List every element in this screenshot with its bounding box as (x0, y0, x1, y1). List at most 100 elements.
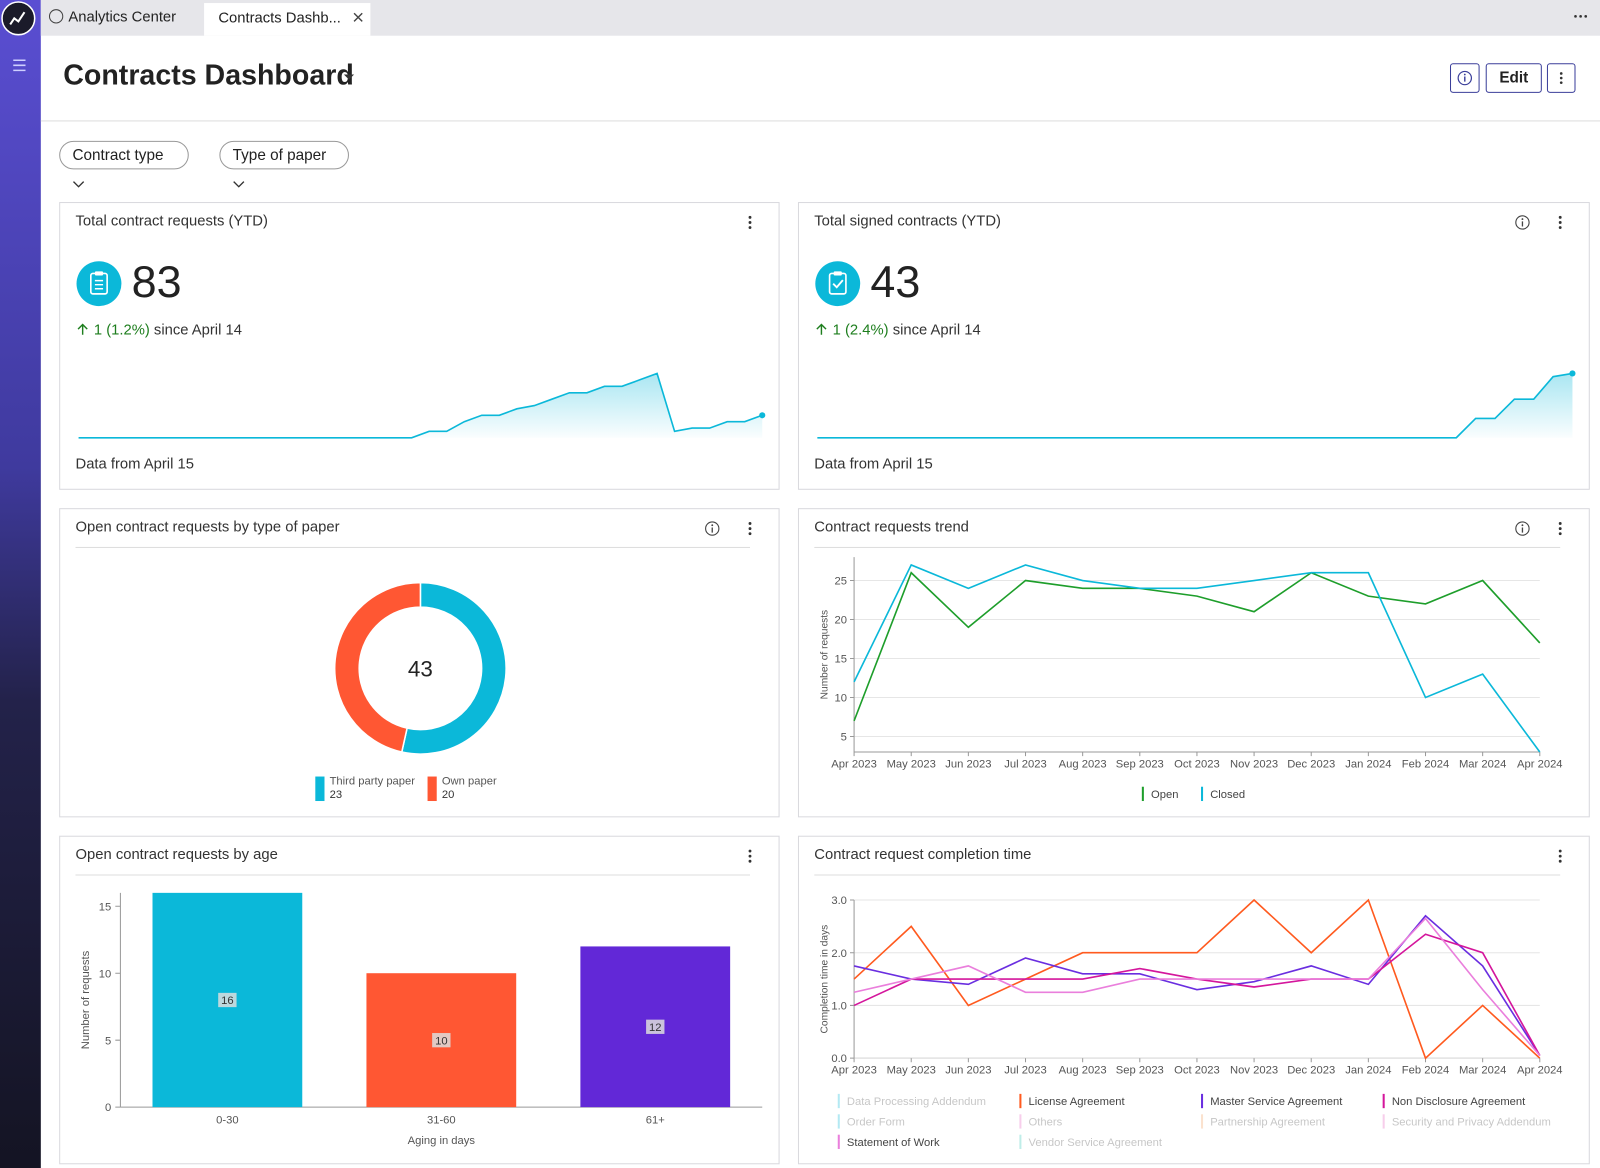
legend-swatch (1201, 786, 1204, 802)
y-axis-label: Number of requests (820, 610, 831, 699)
y-tick-label: 15 (99, 901, 111, 913)
legend-item[interactable]: Data Processing Addendum (837, 1093, 986, 1109)
info-icon[interactable] (704, 520, 720, 536)
dot (1521, 524, 1524, 527)
menu-icon[interactable] (745, 520, 755, 536)
change-amount: 1 (2.4%) (832, 322, 889, 339)
x-tick-label: Aug 2023 (1059, 758, 1107, 770)
legend-item[interactable]: License Agreement (1019, 1093, 1125, 1109)
dot (748, 215, 752, 219)
tab-bar: Analytics Center Contracts Dashb... (40, 0, 1600, 36)
x-tick-label: Mar 2024 (1459, 1064, 1506, 1076)
legend-item[interactable]: Vendor Service Agreement (1019, 1134, 1163, 1149)
x-tick-label: Dec 2023 (1287, 1064, 1335, 1076)
kpi-icon (815, 261, 861, 307)
icon-bg (76, 261, 122, 307)
legend-item[interactable]: Master Service Agreement (1201, 1093, 1343, 1109)
legend-item[interactable]: Security and Privacy Addendum (1382, 1114, 1551, 1129)
chart: 0 5 10 15 16 0-30 10 31-60 12 61+ Aging in days Num… (80, 892, 763, 1147)
legend-item[interactable]: Order Form (837, 1114, 905, 1129)
info-icon[interactable] (1514, 520, 1530, 536)
legend-swatch (1382, 1114, 1385, 1129)
menu-icon[interactable] (1555, 848, 1565, 864)
spark-end (759, 412, 766, 419)
icon-bg (815, 261, 861, 307)
legend-label: Data Processing Addendum (847, 1096, 986, 1108)
series-line (853, 898, 1541, 1060)
close-icon[interactable] (353, 12, 363, 22)
legend-swatch (837, 1093, 840, 1109)
menu-icon[interactable] (745, 848, 755, 864)
x-tick-label: Aug 2023 (1059, 1064, 1107, 1076)
legend-item[interactable]: Non Disclosure Agreement (1382, 1093, 1527, 1109)
title-caret[interactable] (343, 73, 355, 81)
card-title: Total contract requests (YTD) (75, 213, 268, 230)
title-divider (814, 874, 1561, 876)
donut-total: 43 (408, 657, 433, 682)
legend-label: Order Form (847, 1117, 905, 1129)
more-icon[interactable] (1573, 13, 1589, 19)
legend-label: Non Disclosure Agreement (1392, 1096, 1526, 1108)
dot (711, 524, 714, 527)
series-line (853, 914, 1541, 1056)
dot (748, 849, 752, 853)
x-tick-label: Jun 2023 (945, 758, 991, 770)
legend-item[interactable]: Open (1141, 786, 1179, 802)
spark-end (1569, 370, 1576, 377)
x-tick-label: Jan 2024 (1345, 1064, 1391, 1076)
legend-swatch (315, 776, 325, 802)
legend-item[interactable]: Closed (1201, 786, 1245, 802)
legend-item[interactable]: Partnership Agreement (1201, 1114, 1326, 1129)
legend-item[interactable]: Statement of Work (837, 1134, 940, 1149)
legend-value: 20 (442, 789, 454, 801)
tab[interactable]: Analytics Center (48, 0, 177, 36)
info-icon[interactable] (1514, 214, 1530, 230)
icon-clip (833, 271, 842, 276)
edit-button[interactable]: Edit (1485, 63, 1542, 93)
x-tick-label: May 2023 (887, 1064, 936, 1076)
menu-icon[interactable] (1555, 520, 1565, 536)
x-tick-label: Feb 2024 (1402, 758, 1449, 770)
dot (1521, 218, 1524, 220)
x-tick-label: 31-60 (427, 1114, 456, 1126)
card-footer: Data from April 15 (814, 456, 933, 473)
dot (1558, 532, 1562, 536)
chart-card: Contract request completion time 0.0 1.0 2.… (797, 835, 1590, 1165)
x-tick-label: Apr 2024 (1517, 1064, 1563, 1076)
y-tick-label: 10 (834, 693, 846, 705)
ring (1515, 215, 1530, 230)
chart: 0.0 1.0 2.0 3.0 Apr 2023 May 2023 Jun 2023 Jul … (820, 895, 1563, 1149)
donut-slice (400, 581, 507, 755)
y-tick-label: 3.0 (831, 895, 847, 907)
info-button[interactable] (1449, 63, 1480, 93)
y-tick-label: 2.0 (831, 948, 847, 960)
filter[interactable]: Type of paper (219, 140, 349, 188)
legend-label: Open (1151, 789, 1178, 801)
dot (748, 854, 752, 858)
x-tick-label: Oct 2023 (1174, 1064, 1220, 1076)
legend-item[interactable]: Others (1019, 1114, 1063, 1129)
card-title: Open contract requests by type of paper (75, 519, 340, 536)
series-line (853, 563, 1541, 753)
dot (748, 859, 752, 863)
y-tick-label: 0 (105, 1102, 111, 1114)
kpi-icon (76, 261, 122, 307)
tab-active[interactable]: Contracts Dashb... (204, 3, 371, 36)
menu-icon[interactable] (1555, 214, 1565, 230)
legend-value: 23 (330, 789, 342, 801)
tab-label: Analytics Center (68, 9, 177, 26)
y-tick-label: 20 (834, 615, 846, 627)
x-tick-label: Sep 2023 (1116, 758, 1164, 770)
menu-icon[interactable] (745, 214, 755, 230)
x-tick-label: Jan 2024 (1345, 758, 1391, 770)
legend-swatch (837, 1134, 840, 1149)
more-button[interactable] (1546, 63, 1576, 93)
legend-swatch (1019, 1114, 1022, 1129)
x-tick-label: Sep 2023 (1116, 1064, 1164, 1076)
filter[interactable]: Contract type (59, 140, 189, 188)
kpi-card: Total contract requests (YTD) 83 1 (1.2%) … (59, 202, 780, 490)
kpi-card: Total signed contracts (YTD) 43 1 (2.4%) s… (797, 202, 1590, 490)
series-line (853, 571, 1541, 722)
y-axis-label: Number of requests (80, 950, 92, 1049)
